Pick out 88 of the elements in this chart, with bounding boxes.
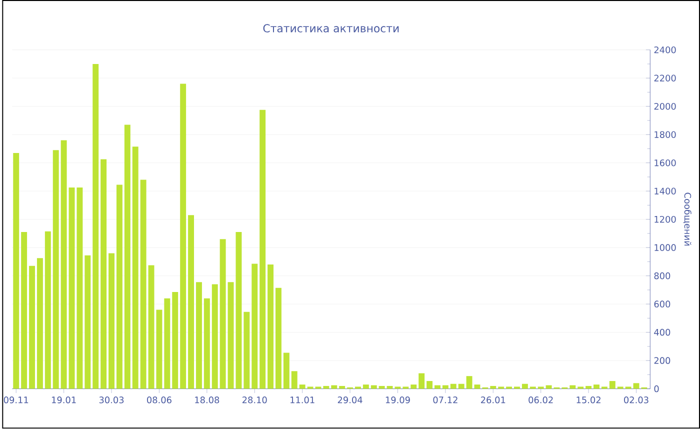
- bar: [244, 312, 250, 389]
- bar: [522, 384, 528, 389]
- bar: [594, 384, 600, 389]
- bar: [164, 298, 170, 389]
- y-axis-title: Сообщений: [683, 192, 692, 246]
- bar: [283, 352, 290, 389]
- bar: [84, 255, 91, 389]
- bar: [418, 373, 425, 389]
- x-tick-label: 09.11: [4, 396, 28, 404]
- bar: [434, 385, 440, 389]
- x-tick-label: 18.08: [195, 396, 220, 404]
- y-tick-label: 200: [654, 357, 670, 364]
- bar: [442, 385, 448, 389]
- bar: [268, 264, 274, 389]
- bar: [29, 266, 35, 389]
- bar: [275, 288, 282, 389]
- bar: [362, 384, 369, 389]
- bar: [100, 159, 107, 389]
- bar: [140, 180, 146, 389]
- bar: [180, 84, 186, 389]
- bar: [323, 386, 330, 389]
- y-tick-label: 800: [654, 272, 670, 280]
- bar: [204, 298, 210, 389]
- y-tick-label: 1800: [654, 131, 676, 138]
- bar: [116, 184, 122, 389]
- bar: [586, 386, 592, 389]
- bar: [212, 284, 218, 389]
- y-tick-label: 0: [654, 386, 659, 392]
- bar: [36, 258, 43, 389]
- bar: [68, 188, 75, 389]
- x-tick-label: 30.03: [99, 396, 124, 404]
- bar: [458, 384, 464, 389]
- bar: [490, 386, 496, 389]
- bar: [370, 385, 377, 389]
- bar: [474, 384, 480, 389]
- bar: [44, 231, 51, 389]
- bar: [426, 381, 433, 389]
- y-tick-label: 600: [654, 300, 670, 308]
- y-tick-label: 400: [654, 329, 670, 336]
- bar: [339, 386, 346, 389]
- bar: [546, 385, 552, 389]
- x-tick-label: 02.03: [624, 396, 648, 404]
- bar: [172, 292, 178, 389]
- bar: [108, 253, 114, 389]
- bar: [156, 310, 162, 389]
- bar: [291, 371, 298, 389]
- bar: [633, 383, 640, 389]
- bar: [21, 232, 28, 389]
- bar: [124, 124, 130, 389]
- y-tick-label: 1600: [654, 160, 676, 166]
- bar: [196, 282, 202, 389]
- bar: [609, 381, 616, 389]
- y-tick-label: 1200: [654, 216, 676, 223]
- bar: [466, 376, 472, 389]
- x-tick-label: 11.01: [290, 396, 314, 404]
- bar: [148, 265, 154, 389]
- y-tick-label: 2200: [654, 74, 676, 82]
- bar: [299, 384, 306, 389]
- bar: [60, 140, 67, 389]
- bar: [450, 384, 456, 389]
- bar: [13, 153, 20, 389]
- x-tick-label: 15.02: [576, 396, 600, 404]
- y-tick-label: 1400: [654, 188, 676, 195]
- bar: [331, 385, 338, 389]
- bar: [220, 239, 226, 389]
- x-tick-label: 06.02: [528, 396, 553, 404]
- x-tick-label: 19.01: [52, 396, 76, 404]
- x-tick-label: 07.12: [433, 396, 458, 404]
- bar: [378, 386, 385, 389]
- bar: [410, 384, 417, 389]
- bar: [52, 150, 59, 389]
- bar: [76, 188, 83, 389]
- x-tick-label: 28.10: [242, 396, 267, 404]
- chart-title: Статистика активности: [263, 24, 399, 33]
- x-tick-label: 08.06: [147, 396, 172, 404]
- y-tick-label: 2400: [654, 46, 676, 54]
- bar: [132, 146, 138, 389]
- x-tick-label: 29.04: [338, 396, 362, 404]
- x-tick-label: 19.09: [386, 396, 410, 404]
- bar: [386, 386, 393, 389]
- bar: [92, 64, 99, 389]
- x-tick-label: 26.01: [481, 396, 506, 404]
- y-tick-label: 1000: [654, 244, 676, 252]
- y-tick-label: 2000: [654, 103, 676, 110]
- bar: [252, 264, 258, 389]
- bar: [188, 215, 194, 389]
- bar: [570, 385, 576, 389]
- bar: [260, 110, 266, 389]
